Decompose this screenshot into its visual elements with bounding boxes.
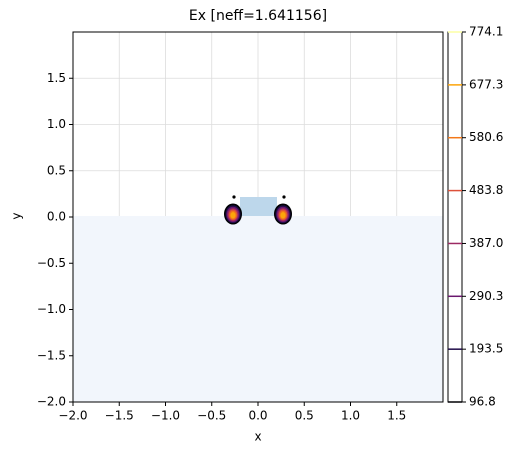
- y-tick-label: −1.0: [37, 302, 66, 316]
- x-tick-label: 1.0: [341, 409, 360, 423]
- x-tick-label: −0.5: [197, 409, 226, 423]
- chart-title: Ex [neff=1.641156]: [189, 8, 327, 24]
- contour-line: [224, 203, 242, 225]
- contour-line: [280, 212, 286, 219]
- y-tick-label: −2.0: [37, 395, 66, 409]
- y-tick-label: −1.5: [37, 348, 66, 362]
- y-tick-label: −0.5: [37, 256, 66, 270]
- y-tick-label: 0.0: [47, 210, 66, 224]
- colorbar-tick-label: 483.8: [469, 183, 503, 197]
- x-tick-label: −1.0: [151, 409, 180, 423]
- x-tick-label: −1.5: [105, 409, 134, 423]
- y-tick-label: 0.5: [47, 163, 66, 177]
- corner-dot: [282, 195, 286, 199]
- contours: [224, 195, 292, 225]
- corner-dot: [232, 195, 236, 199]
- colorbar-tick-label: 290.3: [469, 289, 503, 303]
- x-tick-label: 0.0: [248, 409, 267, 423]
- core: [240, 197, 277, 216]
- x-tick-label: 1.5: [387, 409, 406, 423]
- x-tick-label: 0.5: [295, 409, 314, 423]
- colorbar-tick-label: 387.0: [469, 236, 503, 250]
- contour-line: [230, 212, 236, 219]
- colorbar-tick-label: 677.3: [469, 77, 503, 91]
- contour-line: [274, 203, 292, 225]
- substrate: [73, 216, 443, 402]
- y-axis-label: y: [10, 212, 24, 219]
- colorbar-tick-label: 580.6: [469, 130, 503, 144]
- colorbar-tick-label: 193.5: [469, 342, 503, 356]
- x-axis-label: x: [254, 430, 261, 444]
- colorbar: [447, 31, 463, 403]
- y-tick-label: 1.0: [47, 117, 66, 131]
- x-tick-label: −2.0: [58, 409, 87, 423]
- colorbar-tick-label: 96.8: [469, 395, 496, 409]
- colorbar-tick-label: 774.1: [469, 25, 503, 39]
- y-tick-label: 1.5: [47, 71, 66, 85]
